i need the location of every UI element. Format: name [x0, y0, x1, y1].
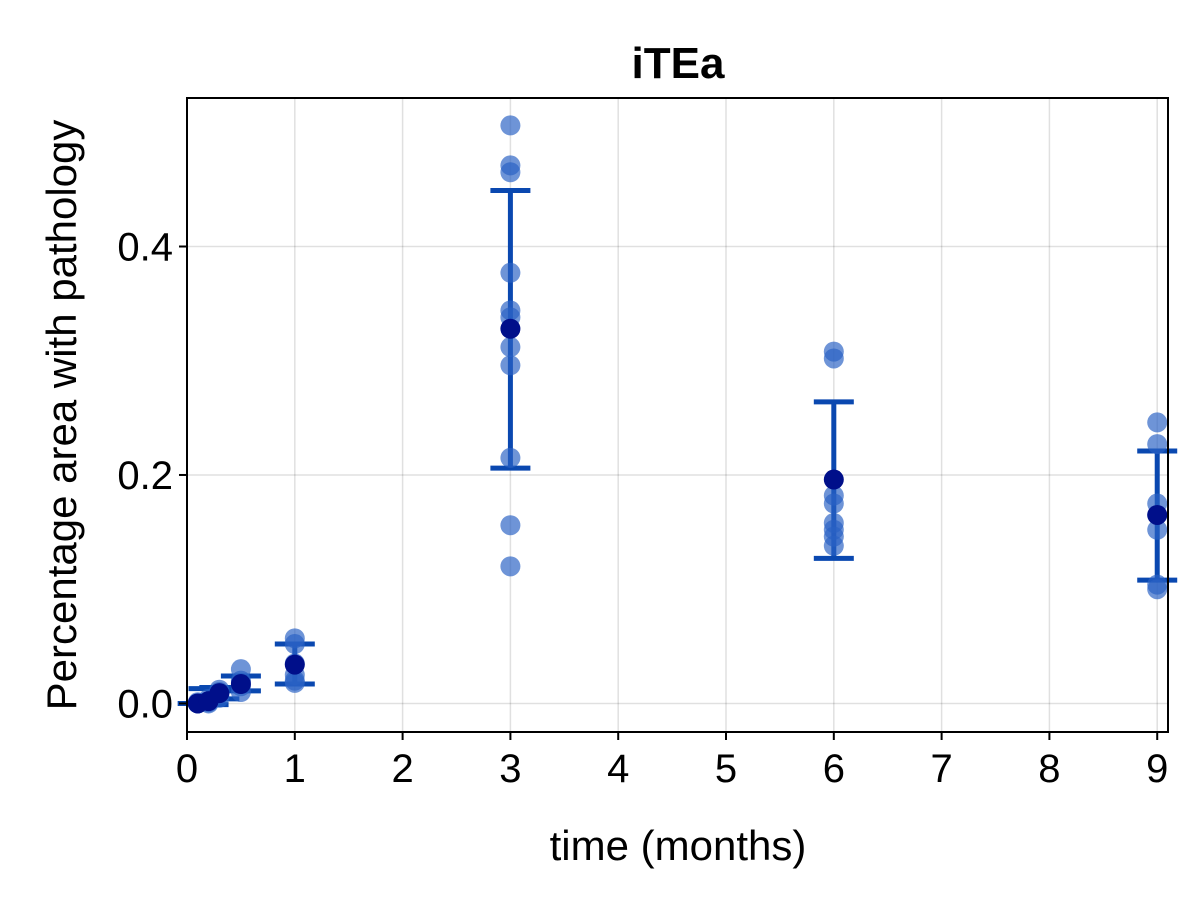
data-point	[823, 348, 844, 369]
data-point	[500, 115, 521, 136]
mean-points	[187, 318, 1168, 714]
x-tick-label: 0	[176, 747, 198, 791]
mean-point	[209, 683, 230, 704]
mean-point	[823, 469, 844, 490]
chart-title: iTEa	[632, 39, 725, 88]
data-point	[500, 337, 521, 358]
y-tick-label: 0.0	[117, 682, 173, 726]
y-axis-label: Percentage area with pathology	[38, 120, 85, 711]
x-tick-label: 8	[1038, 747, 1060, 791]
mean-point	[284, 654, 305, 675]
data-point	[500, 515, 521, 536]
grid	[186, 98, 1168, 732]
data-point	[1147, 519, 1168, 540]
y-axis-ticks: 0.0 0.2 0.4	[117, 226, 187, 726]
x-axis-ticks: 0 1 2 3 4 5 6 7 8 9	[176, 732, 1168, 791]
data-point	[1147, 579, 1168, 600]
x-axis-label: time (months)	[550, 822, 807, 869]
data-point	[500, 262, 521, 283]
data-point	[823, 493, 844, 514]
x-tick-label: 1	[284, 747, 306, 791]
data-point	[823, 535, 844, 556]
x-tick-label: 6	[823, 747, 845, 791]
data-point	[284, 672, 305, 693]
data-point	[1147, 434, 1168, 455]
x-tick-label: 4	[607, 747, 629, 791]
data-points	[187, 115, 1168, 714]
data-point	[500, 162, 521, 183]
mean-point	[500, 318, 521, 339]
data-point	[500, 355, 521, 376]
data-point	[500, 447, 521, 468]
mean-point	[230, 674, 251, 695]
x-tick-label: 5	[715, 747, 737, 791]
data-point	[1147, 412, 1168, 433]
x-tick-label: 7	[930, 747, 952, 791]
x-tick-label: 2	[391, 747, 413, 791]
y-tick-label: 0.4	[117, 226, 173, 270]
error-bars	[177, 188, 1178, 708]
mean-point	[1147, 504, 1168, 525]
x-tick-label: 3	[499, 747, 521, 791]
data-point	[230, 659, 251, 680]
data-point	[284, 634, 305, 655]
data-point	[500, 556, 521, 577]
y-tick-label: 0.2	[117, 454, 173, 498]
x-tick-label: 9	[1146, 747, 1168, 791]
plot-frame	[186, 97, 1169, 733]
